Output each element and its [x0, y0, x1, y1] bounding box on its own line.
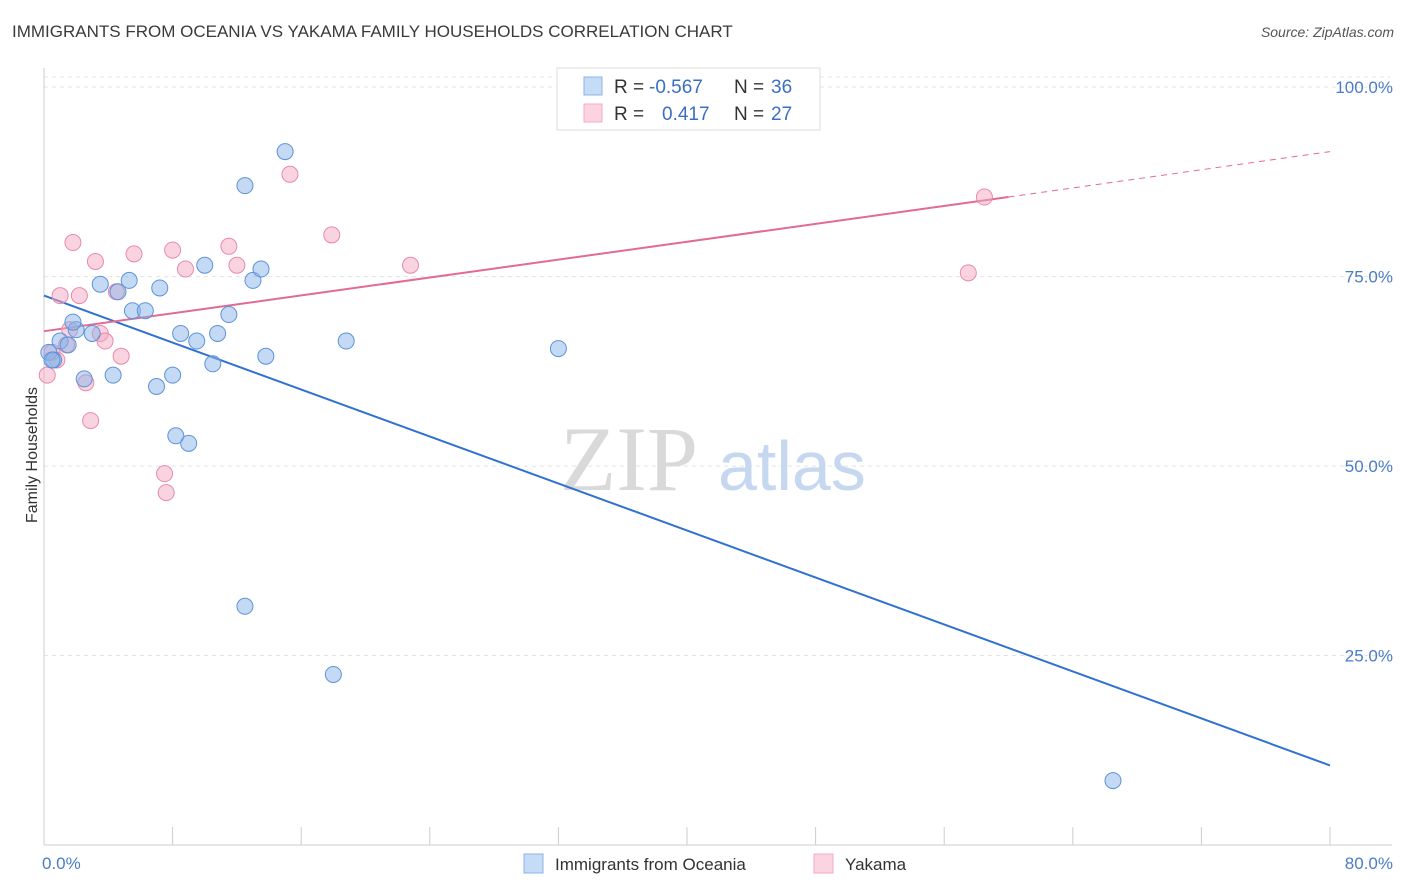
legend-r-value-1: -0.567 — [649, 77, 703, 98]
point-oceania — [209, 324, 227, 342]
point-oceania — [236, 597, 254, 615]
point-oceania — [196, 256, 214, 274]
point-oceania — [151, 279, 169, 297]
point-oceania — [236, 177, 254, 195]
point-oceania — [276, 143, 294, 161]
bottom-legend-swatch-pink — [813, 853, 834, 874]
point-oceania — [204, 355, 222, 373]
point-oceania — [83, 324, 101, 342]
point-oceania — [549, 340, 567, 358]
watermark-atlas: atlas — [718, 427, 866, 505]
point-yakama — [86, 252, 104, 270]
legend-r-value-2: 0.417 — [662, 104, 710, 125]
y-axis-label: Family Households — [24, 387, 41, 523]
point-oceania — [167, 427, 185, 445]
axes — [43, 68, 1392, 846]
legend-n-value-1: 36 — [771, 77, 792, 98]
point-yakama — [975, 188, 993, 206]
bottom-legend-label-2: Yakama — [845, 855, 907, 874]
point-oceania — [59, 336, 77, 354]
point-oceania — [148, 378, 166, 396]
point-oceania — [172, 324, 190, 342]
point-oceania — [104, 366, 122, 384]
point-oceania — [109, 283, 127, 301]
point-yakama — [228, 256, 246, 274]
point-oceania — [120, 271, 138, 289]
point-yakama — [38, 366, 56, 384]
point-oceania — [91, 275, 109, 293]
point-yakama — [112, 347, 130, 365]
chart-title: IMMIGRANTS FROM OCEANIA VS YAKAMA FAMILY… — [12, 22, 733, 41]
watermark-zip: ZIP — [560, 408, 698, 510]
point-yakama — [64, 234, 82, 252]
y-tick-label: 50.0% — [1345, 457, 1393, 476]
point-oceania — [180, 434, 198, 452]
y-tick-label: 75.0% — [1345, 268, 1393, 287]
legend-n-label-2: N = — [734, 104, 764, 125]
point-yakama — [402, 256, 420, 274]
legend-swatch-pink — [583, 103, 603, 123]
point-oceania — [257, 347, 275, 365]
point-yakama — [156, 465, 174, 483]
point-oceania — [220, 306, 238, 324]
point-oceania — [188, 332, 206, 350]
point-yakama — [51, 287, 69, 305]
x-tick-label: 0.0% — [42, 854, 81, 873]
point-yakama — [323, 226, 341, 244]
chart-source: Source: ZipAtlas.com — [1260, 24, 1394, 40]
point-oceania — [337, 332, 355, 350]
data-points — [38, 143, 1122, 790]
trend-line-yakama-extension — [1008, 151, 1331, 198]
point-oceania — [1104, 772, 1122, 790]
point-oceania — [75, 370, 93, 388]
bottom-legend-label-1: Immigrants from Oceania — [555, 855, 746, 874]
point-oceania — [252, 260, 270, 278]
point-yakama — [70, 287, 88, 305]
trend-line-oceania — [43, 294, 1331, 767]
point-oceania — [164, 366, 182, 384]
point-yakama — [220, 237, 238, 255]
point-yakama — [125, 245, 143, 263]
legend-r-label-2: R = — [614, 104, 644, 125]
trend-lines — [43, 151, 1331, 767]
top-legend: R = -0.567 N = 36 R = 0.417 N = 27 — [556, 67, 821, 131]
bottom-legend-swatch-blue — [523, 853, 544, 874]
y-tick-label: 100.0% — [1335, 78, 1393, 97]
grid-lines — [44, 76, 1390, 657]
x-tick-label: 80.0% — [1345, 854, 1393, 873]
point-yakama — [157, 484, 175, 502]
y-tick-label: 25.0% — [1345, 647, 1393, 666]
point-yakama — [959, 264, 977, 282]
point-oceania — [324, 665, 342, 683]
watermark: ZIP atlas — [560, 408, 866, 510]
point-yakama — [281, 165, 299, 183]
point-yakama — [96, 332, 114, 350]
point-yakama — [82, 412, 100, 430]
point-oceania — [136, 302, 154, 320]
point-yakama — [164, 241, 182, 259]
bottom-legend: Immigrants from Oceania Yakama — [523, 853, 907, 874]
legend-n-label-1: N = — [734, 77, 764, 98]
trend-line-yakama — [43, 196, 1009, 333]
tick-labels: 25.0% 50.0% 75.0% 100.0% 0.0% 80.0% — [42, 78, 1393, 873]
legend-r-label-1: R = — [614, 77, 644, 98]
point-yakama — [176, 260, 194, 278]
point-oceania — [43, 351, 61, 369]
point-oceania — [64, 313, 82, 331]
legend-swatch-blue — [583, 76, 603, 96]
legend-n-value-2: 27 — [771, 104, 792, 125]
